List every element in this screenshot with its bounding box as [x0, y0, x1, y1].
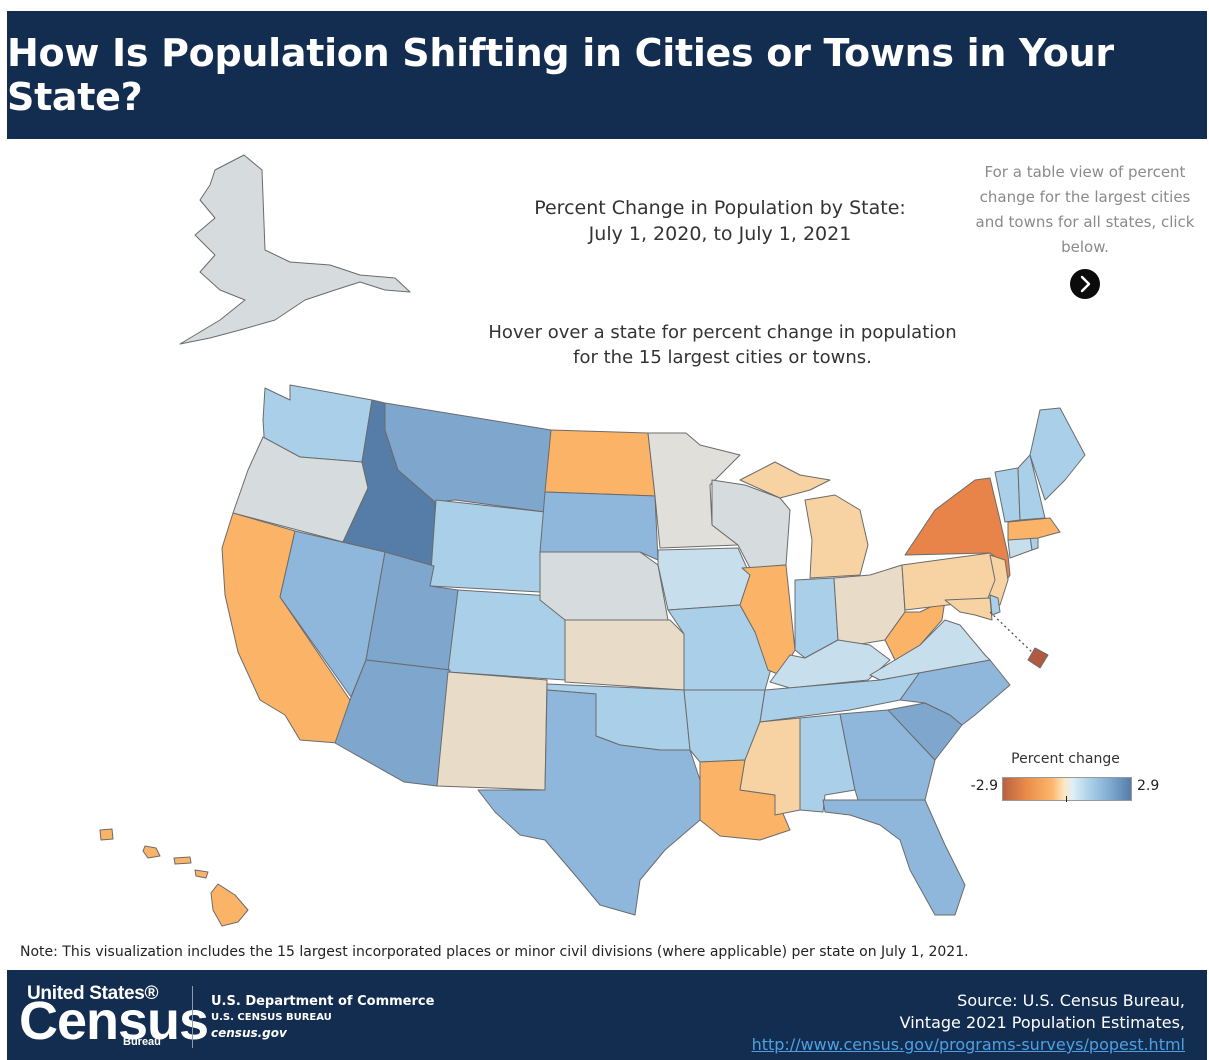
map-title-line-2: July 1, 2020, to July 1, 2021: [588, 223, 852, 245]
state-new-mexico[interactable]: [436, 671, 548, 791]
state-alaska[interactable]: [179, 154, 411, 345]
map-title: Percent Change in Population by State: J…: [470, 195, 970, 247]
state-michigan[interactable]: [739, 461, 869, 579]
state-iowa[interactable]: [657, 547, 751, 611]
state-new-jersey[interactable]: [987, 554, 1009, 606]
table-view-text: For a table view of percent change for t…: [975, 163, 1195, 256]
dept-name: U.S. Department of Commerce: [211, 994, 435, 1009]
state-north-carolina[interactable]: [879, 659, 1011, 726]
hover-line-2: for the 15 largest cities or towns.: [573, 347, 872, 368]
page-title: How Is Population Shifting in Cities or …: [7, 31, 1114, 119]
state-florida[interactable]: [822, 799, 966, 916]
legend-max: 2.9: [1137, 778, 1160, 794]
hover-instructions: Hover over a state for percent change in…: [440, 320, 1005, 370]
bureau-name: U.S. CENSUS BUREAU: [211, 1012, 332, 1023]
map-title-line-1: Percent Change in Population by State:: [534, 197, 906, 219]
state-minnesota[interactable]: [647, 432, 741, 549]
source-line-1: Source: U.S. Census Bureau,: [957, 991, 1185, 1010]
state-nebraska[interactable]: [539, 551, 669, 621]
state-wyoming[interactable]: [429, 499, 546, 593]
logo-census: Census: [19, 991, 209, 1051]
state-hawaii[interactable]: [99, 828, 249, 927]
footer-divider: [192, 986, 193, 1048]
state-maryland[interactable]: [944, 597, 993, 621]
state-texas[interactable]: [477, 689, 701, 916]
state-arizona[interactable]: [334, 659, 451, 787]
chevron-right-icon: [1080, 275, 1091, 293]
legend-title: Percent change: [1011, 751, 1120, 767]
logo-bureau: Bureau: [123, 1036, 161, 1048]
source-link[interactable]: http://www.census.gov/programs-surveys/p…: [751, 1035, 1185, 1054]
state-illinois[interactable]: [739, 564, 796, 676]
source-block: Source: U.S. Census Bureau, Vintage 2021…: [752, 990, 1185, 1056]
header-banner: How Is Population Shifting in Cities or …: [7, 11, 1207, 139]
state-kansas[interactable]: [564, 619, 685, 691]
hover-line-1: Hover over a state for percent change in…: [488, 322, 957, 343]
state-south-dakota[interactable]: [539, 491, 659, 561]
site-name: census.gov: [211, 1026, 287, 1040]
dc-callout-line: [989, 611, 1036, 656]
table-view-button[interactable]: [1070, 269, 1100, 299]
state-north-dakota[interactable]: [544, 429, 656, 497]
state-new-hampshire[interactable]: [1017, 454, 1046, 521]
legend-color-scale: [1002, 777, 1132, 801]
note-text: Note: This visualization includes the 15…: [20, 944, 969, 960]
state-district-of-columbia[interactable]: [1027, 647, 1049, 669]
state-massachusetts[interactable]: [1007, 517, 1061, 541]
footer: United States® Census Bureau U.S. Depart…: [7, 970, 1207, 1060]
us-state-map: [99, 154, 1086, 927]
state-delaware[interactable]: [989, 594, 1001, 616]
legend-min: -2.9: [970, 778, 998, 794]
source-line-2: Vintage 2021 Population Estimates,: [899, 1013, 1185, 1032]
logo-united-states: United States®: [27, 983, 159, 1004]
legend-zero-tick: [1066, 796, 1067, 802]
state-maine[interactable]: [1029, 407, 1086, 501]
state-west-virginia[interactable]: [884, 599, 946, 661]
